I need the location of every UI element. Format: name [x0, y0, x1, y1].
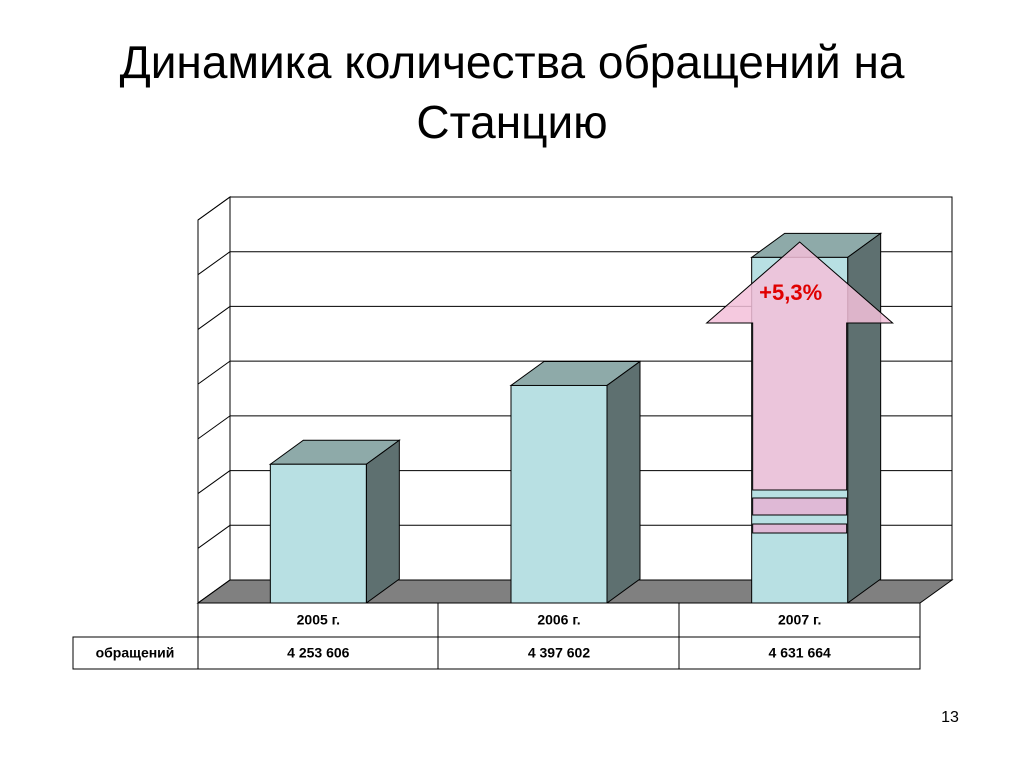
grid-line: [197, 360, 231, 385]
grid-line: [197, 306, 231, 330]
x-tick-label: 2006 г.: [537, 612, 580, 628]
grid-line: [197, 579, 231, 604]
table-frame: [197, 602, 921, 670]
arrow-stripe: [752, 497, 848, 516]
grid-line: [197, 196, 231, 221]
x-tick-label: 2007 г.: [778, 612, 821, 628]
value-label: 4 253 606: [287, 645, 349, 661]
legend-entry: обращений: [96, 645, 175, 661]
bar-side: [606, 360, 641, 604]
arrow-stripe: [752, 523, 848, 534]
table-row-header: [72, 636, 199, 670]
slide-title: Динамика количества обращений на Станцию: [119, 36, 905, 148]
grid-line: [197, 524, 231, 549]
value-label: 4 631 664: [769, 645, 831, 661]
bar: [269, 463, 367, 604]
annotation: +5,3%: [759, 280, 822, 305]
value-label: 4 397 602: [528, 645, 590, 661]
grid-line: [197, 415, 231, 440]
data-table: обращений 2005 г. 4 253 606 2006 г. 4 397 6…: [72, 602, 921, 670]
growth-arrow: [705, 241, 895, 491]
page-number: 13: [941, 709, 959, 726]
grid-line: [197, 470, 231, 494]
bar-side: [365, 439, 400, 604]
x-tick-label: 2005 г.: [297, 612, 340, 628]
side-wall: [197, 196, 231, 604]
grid-line: [197, 251, 231, 276]
bar: [510, 384, 608, 604]
bars: +5,3%: [268, 232, 895, 604]
